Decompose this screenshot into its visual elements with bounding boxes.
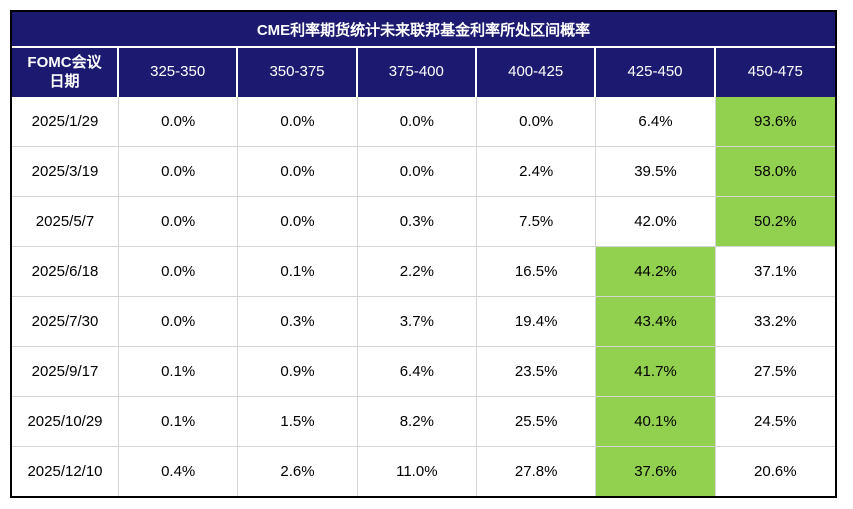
fomc-date-cell: 2025/7/30 <box>12 297 119 346</box>
probability-cell: 0.0% <box>119 197 239 246</box>
probability-cell: 6.4% <box>357 347 477 396</box>
header-range-350-375: 350-375 <box>238 48 358 97</box>
probability-cell: 24.5% <box>715 397 835 446</box>
probability-cell-highlighted: 50.2% <box>715 197 835 246</box>
fomc-date-cell: 2025/9/17 <box>12 347 119 396</box>
probability-cell: 11.0% <box>357 447 477 496</box>
probability-cell: 0.0% <box>477 97 597 146</box>
probability-cell: 0.4% <box>119 447 239 496</box>
probability-table: CME利率期货统计未来联邦基金利率所处区间概率 FOMC会议 日期 325-350… <box>10 10 837 498</box>
probability-cell: 0.0% <box>357 97 477 146</box>
probability-cell: 2.2% <box>357 247 477 296</box>
header-range-400-425: 400-425 <box>477 48 597 97</box>
table-row: 2025/6/18 0.0% 0.1% 2.2% 16.5% 44.2% 37.1% <box>12 247 835 297</box>
probability-cell: 25.5% <box>477 397 597 446</box>
table-body: 2025/1/29 0.0% 0.0% 0.0% 0.0% 6.4% 93.6% 2025/3… <box>12 97 835 496</box>
probability-cell: 27.8% <box>477 447 597 496</box>
probability-cell: 0.1% <box>119 347 239 396</box>
probability-cell-highlighted: 37.6% <box>596 447 716 496</box>
table-row: 2025/3/19 0.0% 0.0% 0.0% 2.4% 39.5% 58.0% <box>12 147 835 197</box>
probability-cell: 0.0% <box>119 247 239 296</box>
probability-cell: 3.7% <box>357 297 477 346</box>
probability-cell-highlighted: 58.0% <box>715 147 835 196</box>
fomc-date-cell: 2025/12/10 <box>12 447 119 496</box>
table-row: 2025/5/7 0.0% 0.0% 0.3% 7.5% 42.0% 50.2% <box>12 197 835 247</box>
probability-cell: 0.1% <box>119 397 239 446</box>
fomc-date-cell: 2025/3/19 <box>12 147 119 196</box>
probability-cell: 37.1% <box>715 247 835 296</box>
probability-cell: 0.1% <box>238 247 358 296</box>
probability-cell-highlighted: 43.4% <box>596 297 716 346</box>
probability-cell: 39.5% <box>596 147 716 196</box>
probability-cell: 2.4% <box>477 147 597 196</box>
probability-cell: 20.6% <box>715 447 835 496</box>
table-header-row: FOMC会议 日期 325-350 350-375 375-400 400-425 425… <box>12 48 835 97</box>
probability-cell-highlighted: 40.1% <box>596 397 716 446</box>
table-row: 2025/12/10 0.4% 2.6% 11.0% 27.8% 37.6% 20.6% <box>12 447 835 496</box>
header-range-375-400: 375-400 <box>358 48 477 97</box>
probability-cell-highlighted: 93.6% <box>715 97 835 146</box>
fomc-date-cell: 2025/1/29 <box>12 97 119 146</box>
probability-cell: 0.0% <box>238 97 358 146</box>
probability-cell: 0.0% <box>238 197 358 246</box>
header-range-325-350: 325-350 <box>119 48 239 97</box>
probability-cell: 27.5% <box>715 347 835 396</box>
probability-cell: 2.6% <box>238 447 358 496</box>
probability-cell: 8.2% <box>357 397 477 446</box>
probability-cell: 0.9% <box>238 347 358 396</box>
fomc-date-cell: 2025/6/18 <box>12 247 119 296</box>
probability-cell: 0.3% <box>357 197 477 246</box>
table-row: 2025/9/17 0.1% 0.9% 6.4% 23.5% 41.7% 27.5% <box>12 347 835 397</box>
probability-cell-highlighted: 44.2% <box>596 247 716 296</box>
table-title: CME利率期货统计未来联邦基金利率所处区间概率 <box>12 12 835 48</box>
probability-cell: 19.4% <box>477 297 597 346</box>
probability-cell: 0.0% <box>119 97 239 146</box>
probability-cell: 0.0% <box>238 147 358 196</box>
header-fomc-date: FOMC会议 日期 <box>12 48 119 97</box>
fomc-date-cell: 2025/10/29 <box>12 397 119 446</box>
probability-cell: 33.2% <box>715 297 835 346</box>
table-row: 2025/10/29 0.1% 1.5% 8.2% 25.5% 40.1% 24.5% <box>12 397 835 447</box>
header-range-450-475: 450-475 <box>747 63 803 81</box>
probability-cell: 0.0% <box>119 297 239 346</box>
probability-cell: 16.5% <box>477 247 597 296</box>
probability-cell: 0.0% <box>119 147 239 196</box>
probability-cell: 42.0% <box>596 197 716 246</box>
table-row: 2025/1/29 0.0% 0.0% 0.0% 0.0% 6.4% 93.6% <box>12 97 835 147</box>
probability-cell: 6.4% <box>596 97 716 146</box>
probability-cell: 0.0% <box>357 147 477 196</box>
probability-cell: 1.5% <box>238 397 358 446</box>
probability-cell-highlighted: 41.7% <box>596 347 716 396</box>
header-range-425-450: 425-450 <box>596 48 716 97</box>
table-row: 2025/7/30 0.0% 0.3% 3.7% 19.4% 43.4% 33.2% <box>12 297 835 347</box>
probability-cell: 23.5% <box>477 347 597 396</box>
fomc-date-cell: 2025/5/7 <box>12 197 119 246</box>
probability-cell: 7.5% <box>477 197 597 246</box>
probability-cell: 0.3% <box>238 297 358 346</box>
